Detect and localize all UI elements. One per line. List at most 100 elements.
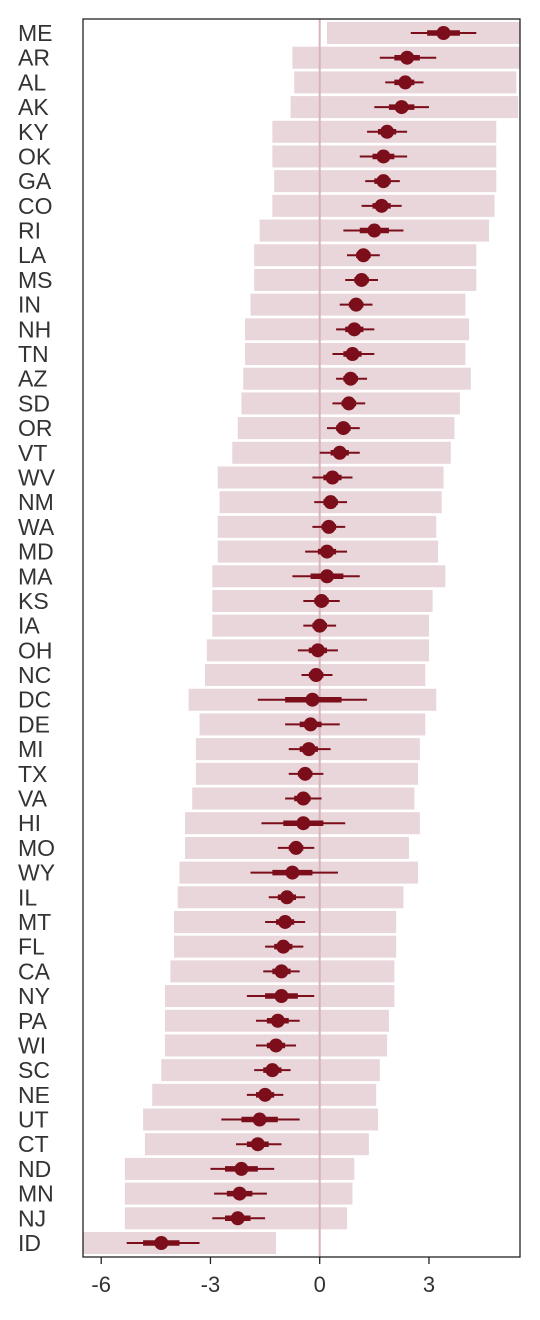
point-sd xyxy=(341,396,356,411)
point-ks xyxy=(314,593,329,608)
point-vt xyxy=(332,445,347,460)
point-mt xyxy=(278,914,293,929)
state-label-la: LA xyxy=(18,242,47,268)
state-label-ct: CT xyxy=(18,1131,49,1157)
plot-frame xyxy=(82,18,521,1258)
state-label-az: AZ xyxy=(18,366,47,392)
state-label-mi: MI xyxy=(18,736,44,762)
state-label-pa: PA xyxy=(18,1008,48,1034)
state-label-or: OR xyxy=(18,415,53,441)
point-nc xyxy=(309,668,324,683)
state-label-me: ME xyxy=(18,20,53,46)
state-label-ca: CA xyxy=(18,958,51,984)
state-label-nh: NH xyxy=(18,316,51,342)
point-mo xyxy=(289,840,304,855)
x-tick-label: 0 xyxy=(314,1272,326,1297)
state-label-wy: WY xyxy=(18,860,55,886)
state-labels: MEARALAKKYOKGACORILAMSINNHTNAZSDORVTWVNM… xyxy=(18,20,56,1256)
point-tx xyxy=(298,766,313,781)
point-pa xyxy=(270,1013,285,1028)
point-ms xyxy=(354,272,369,287)
state-label-ny: NY xyxy=(18,983,50,1009)
x-tick-label: -6 xyxy=(91,1272,111,1297)
state-label-ok: OK xyxy=(18,143,52,169)
state-label-mt: MT xyxy=(18,909,51,935)
state-label-tn: TN xyxy=(18,341,49,367)
state-label-ak: AK xyxy=(18,94,49,120)
state-label-wa: WA xyxy=(18,514,55,540)
state-label-wi: WI xyxy=(18,1032,46,1058)
state-label-nc: NC xyxy=(18,662,51,688)
state-label-il: IL xyxy=(18,884,37,910)
state-label-al: AL xyxy=(18,69,46,95)
point-la xyxy=(356,248,371,263)
point-nd xyxy=(234,1161,249,1176)
point-sc xyxy=(265,1063,280,1078)
state-label-ky: KY xyxy=(18,119,49,145)
point-ok xyxy=(376,149,391,164)
point-ga xyxy=(376,174,391,189)
point-al xyxy=(398,75,413,90)
state-label-ri: RI xyxy=(18,218,41,244)
state-label-ga: GA xyxy=(18,168,52,194)
point-ny xyxy=(274,989,289,1004)
point-wi xyxy=(269,1038,284,1053)
point-ak xyxy=(394,100,409,115)
state-label-mn: MN xyxy=(18,1181,54,1207)
point-wv xyxy=(325,470,340,485)
state-label-ks: KS xyxy=(18,588,49,614)
point-az xyxy=(343,371,358,386)
x-tick-label: -3 xyxy=(201,1272,221,1297)
point-mi xyxy=(301,742,316,757)
point-ne xyxy=(258,1087,273,1102)
point-ri xyxy=(367,223,382,238)
state-label-vt: VT xyxy=(18,440,47,466)
state-label-nm: NM xyxy=(18,489,54,515)
state-label-in: IN xyxy=(18,292,41,318)
point-il xyxy=(279,890,294,905)
point-wy xyxy=(285,865,300,880)
state-label-tx: TX xyxy=(18,761,47,787)
state-label-mo: MO xyxy=(18,835,55,861)
state-label-fl: FL xyxy=(18,934,45,960)
point-ca xyxy=(274,964,289,979)
state-label-ia: IA xyxy=(18,613,40,639)
point-nm xyxy=(323,495,338,510)
point-me xyxy=(436,26,451,40)
state-label-sc: SC xyxy=(18,1057,50,1083)
point-estimates xyxy=(154,26,451,1250)
point-ct xyxy=(250,1137,265,1152)
point-ky xyxy=(380,124,395,139)
point-oh xyxy=(310,643,325,658)
point-va xyxy=(296,791,311,806)
state-label-ma: MA xyxy=(18,563,53,589)
state-label-de: DE xyxy=(18,711,50,737)
state-label-id: ID xyxy=(18,1230,41,1256)
state-label-md: MD xyxy=(18,539,54,565)
point-ut xyxy=(252,1112,267,1127)
state-label-ne: NE xyxy=(18,1082,50,1108)
point-hi xyxy=(296,816,311,831)
state-label-nd: ND xyxy=(18,1156,51,1182)
state-label-oh: OH xyxy=(18,637,53,663)
point-in xyxy=(349,297,364,312)
point-ia xyxy=(312,618,327,633)
state-label-hi: HI xyxy=(18,810,41,836)
state-label-ut: UT xyxy=(18,1107,49,1133)
point-id xyxy=(154,1236,169,1250)
state-label-nj: NJ xyxy=(18,1205,46,1231)
point-ma xyxy=(319,569,334,584)
point-md xyxy=(319,544,334,559)
point-nj xyxy=(230,1211,245,1226)
point-de xyxy=(303,717,318,732)
point-dc xyxy=(305,692,320,707)
point-mn xyxy=(232,1186,247,1201)
interval-bands xyxy=(83,22,520,1254)
state-label-co: CO xyxy=(18,193,53,219)
state-label-ms: MS xyxy=(18,267,53,293)
x-tick-label: 3 xyxy=(423,1272,435,1297)
state-label-ar: AR xyxy=(18,45,50,71)
point-fl xyxy=(276,939,291,954)
point-co xyxy=(374,198,389,213)
